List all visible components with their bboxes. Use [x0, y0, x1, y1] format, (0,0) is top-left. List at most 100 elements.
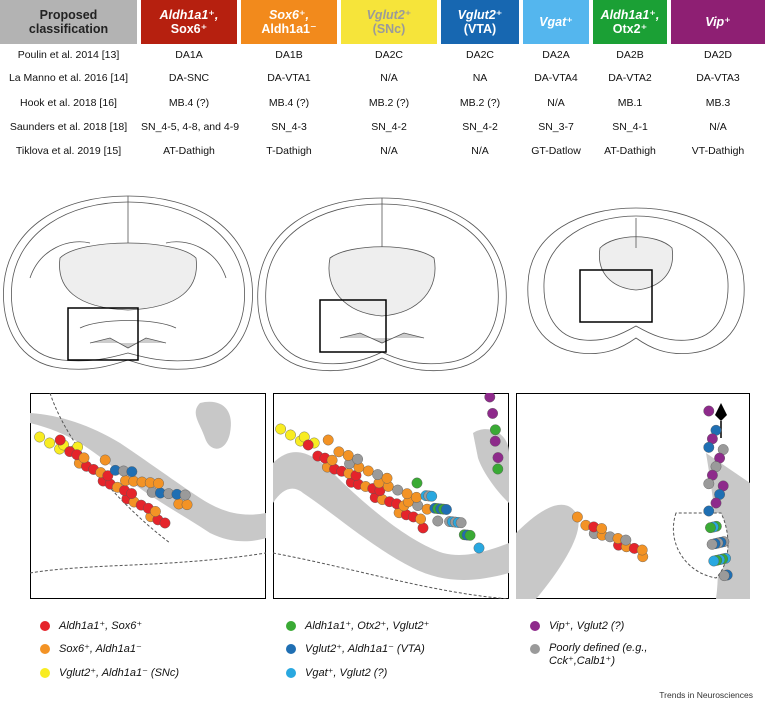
table-cell: MB.4 (?) — [168, 97, 210, 109]
cell-dot — [362, 465, 374, 477]
table-cell: AT-Dathigh — [163, 145, 215, 157]
table-cell: SN_4-2 — [462, 121, 498, 133]
row-label: Tiklova et al. 2019 [15] — [15, 145, 122, 157]
table-cell: MB.4 (?) — [268, 97, 310, 109]
cell-dot — [102, 470, 114, 482]
table-cell: DA1B — [275, 49, 303, 61]
brain-section-2 — [257, 197, 507, 372]
legend-label: Sox6⁺, Aldh1a1⁻ — [59, 643, 142, 655]
table-cell: SN_4-2 — [371, 121, 407, 133]
cell-dot — [126, 466, 138, 478]
row-label: Hook et al. 2018 [16] — [20, 97, 117, 109]
cell-dot — [326, 454, 338, 466]
legend-dot-grey — [530, 644, 540, 654]
cell-dot — [381, 472, 393, 484]
cell-dot — [620, 534, 632, 546]
cell-dot — [596, 523, 608, 534]
table-cell: SN_4-5, 4-8, and 4-9 — [141, 121, 240, 133]
table-cell: MB.2 (?) — [459, 97, 501, 109]
legend-dot-green — [286, 621, 296, 631]
cell-dot — [285, 429, 296, 441]
cell-dot — [126, 488, 138, 499]
header-c6: Aldh1a1⁺, Otx2⁺ — [593, 0, 667, 44]
row-label: Poulin et al. 2014 [13] — [17, 49, 120, 61]
cell-dot — [411, 491, 422, 503]
row-label: La Manno et al. 2016 [14] — [8, 72, 129, 84]
table-cell: DA2A — [542, 49, 570, 61]
brain-section-3 — [527, 207, 745, 355]
legend-dot-purple — [530, 621, 540, 631]
cell-dot — [322, 434, 334, 446]
legend-dot-red — [40, 621, 50, 631]
legend-label: Aldh1a1⁺, Sox6⁺ — [59, 620, 143, 632]
header-c3: Vglut2⁺ (SNc) — [341, 0, 437, 44]
header-c7: Vip⁺ — [671, 0, 765, 44]
legend-label: Vgat⁺, Vglut2 (?) — [305, 667, 388, 679]
cell-dot — [54, 434, 66, 446]
cell-dot — [473, 542, 485, 554]
cell-dot — [703, 505, 715, 517]
table-cell: VT-Dathigh — [691, 145, 745, 157]
table-cell: DA-VTA2 — [608, 72, 652, 84]
table-cell: MB.2 (?) — [368, 97, 410, 109]
cell-dot — [179, 489, 191, 501]
table-cell: N/A — [709, 121, 727, 133]
table-cell: AT-Dathigh — [604, 145, 656, 157]
brain-section-1 — [3, 195, 253, 370]
cell-dot — [487, 407, 499, 419]
table-cell: DA2B — [616, 49, 644, 61]
table-cell: SN_4-3 — [271, 121, 307, 133]
cell-dot — [302, 439, 314, 451]
cell-dot — [417, 522, 429, 534]
cell-dot — [572, 511, 583, 523]
legend-dot-cyan — [286, 668, 296, 678]
legend-item-purple: Vip⁺, Vglut2 (?) — [530, 619, 624, 632]
table-cell: N/A — [547, 97, 565, 109]
table-cell: NA — [472, 72, 488, 84]
header-c1: Aldh1a1⁺, Sox6⁺ — [141, 0, 237, 44]
legend-label: Vip⁺, Vglut2 (?) — [549, 620, 625, 632]
cell-dot — [78, 452, 90, 464]
cell-dot — [352, 453, 364, 465]
legend-item-orange: Sox6⁺, Aldh1a1⁻ — [40, 642, 142, 655]
legend-item-grey: Poorly defined (e.g., Cck⁺,Calb1⁺) — [530, 642, 710, 667]
legend-dot-yellow — [40, 668, 50, 678]
legend-label: Poorly defined (e.g., Cck⁺,Calb1⁺) — [549, 642, 648, 667]
table-cell: SN_4-1 — [612, 121, 648, 133]
legend-label: Vglut2⁺, Aldh1a1⁻ (SNc) — [59, 667, 180, 679]
cell-dot — [455, 517, 467, 529]
table-cell: DA-VTA3 — [696, 72, 740, 84]
table-cell: SN_3-7 — [538, 121, 574, 133]
cell-dot — [426, 490, 438, 502]
legend-dot-orange — [40, 644, 50, 654]
cell-dot — [411, 477, 423, 489]
legend-label: Aldh1a1⁺, Otx2⁺, Vglut2⁺ — [305, 620, 430, 632]
cell-dot — [703, 478, 715, 490]
zoom-panel-snc — [30, 393, 266, 599]
cell-dot — [484, 393, 496, 403]
table-row: Tiklova et al. 2019 [15] AT-Dathigh T-Dath… — [0, 145, 765, 165]
table-cell: N/A — [380, 72, 398, 84]
header-c2: Sox6⁺, Aldh1a1⁻ — [241, 0, 337, 44]
table-row: La Manno et al. 2016 [14] DA-SNC DA-VTA1 N/… — [0, 72, 765, 92]
table-cell: N/A — [380, 145, 398, 157]
proposed-label: Proposed classification — [28, 8, 109, 36]
table-cell: DA2D — [703, 49, 732, 61]
table-cell: MB.3 — [705, 97, 731, 109]
legend-item-blue: Vglut2⁺, Aldh1a1⁻ (VTA) — [286, 642, 425, 655]
table-row: Saunders et al. 2018 [18] SN_4-5, 4-8, an… — [0, 121, 765, 141]
cell-dot — [392, 484, 404, 496]
cell-dot — [492, 463, 504, 475]
coronal-brain-sections — [3, 195, 745, 372]
legend-item-yellow: Vglut2⁺, Aldh1a1⁻ (SNc) — [40, 666, 179, 679]
cell-dot — [489, 435, 501, 447]
table-cell: DA-VTA4 — [534, 72, 578, 84]
cell-dot — [432, 515, 444, 527]
header-c4: Vglut2⁺ (VTA) — [441, 0, 519, 44]
table-cell: GT-Datlow — [531, 145, 581, 157]
cell-dot — [703, 441, 715, 453]
cell-dot — [489, 424, 501, 436]
cell-dot — [333, 446, 345, 458]
cell-dot — [636, 544, 648, 556]
row-label: Saunders et al. 2018 [18] — [9, 121, 128, 133]
